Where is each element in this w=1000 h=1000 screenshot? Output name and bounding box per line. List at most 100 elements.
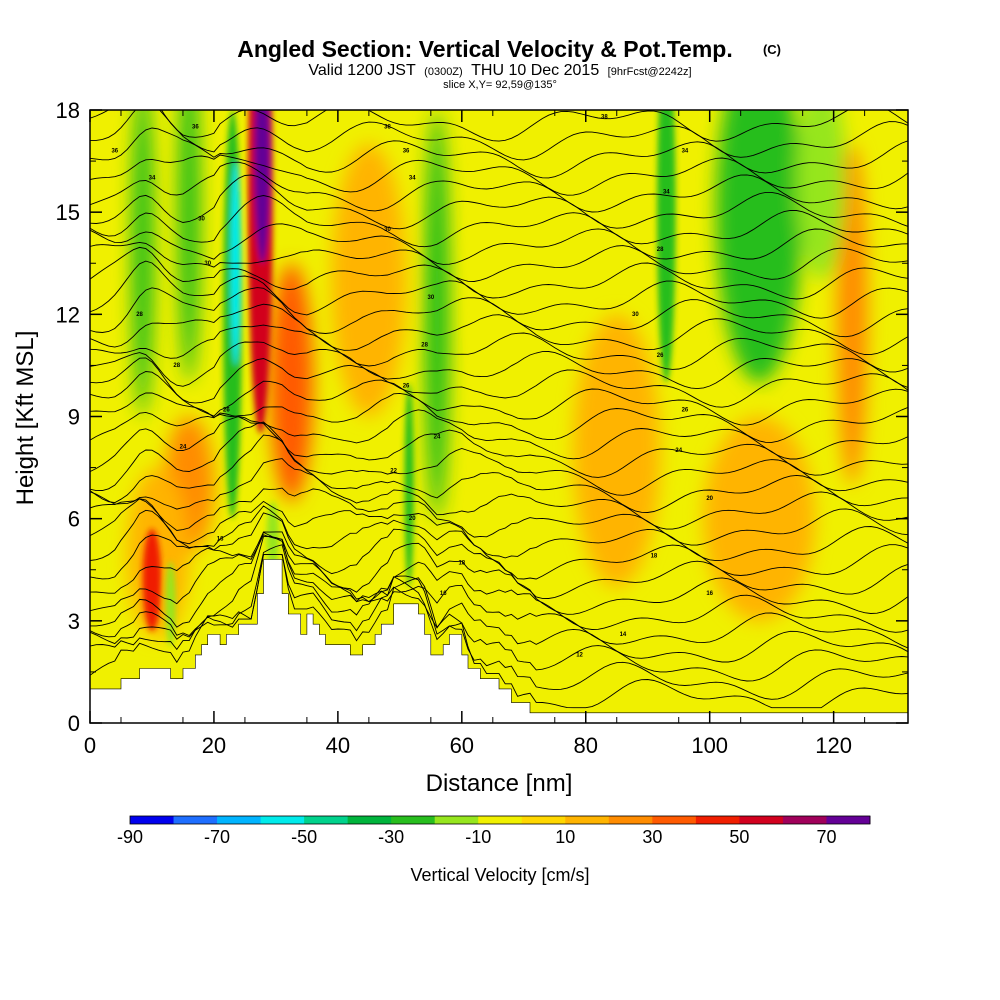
colorbar-title: Vertical Velocity [cm/s] bbox=[410, 865, 589, 885]
y-tick-label: 6 bbox=[68, 507, 80, 532]
contour-label: 12 bbox=[576, 652, 583, 658]
contour-label: 34 bbox=[663, 189, 670, 195]
theta-contour bbox=[90, 487, 908, 546]
contour-label: 30 bbox=[632, 312, 639, 318]
contour-labels: 36 38 38 36 36 34 34 34 34 30 30 30 28 30 28 30 28 28 26 26… bbox=[111, 114, 713, 658]
x-tick-label: 120 bbox=[815, 733, 852, 758]
contour-label: 20 bbox=[706, 496, 713, 502]
downdraft-core bbox=[424, 110, 450, 519]
contour-label: 18 bbox=[217, 537, 224, 543]
contour-label: 16 bbox=[440, 591, 447, 597]
theta-contour bbox=[90, 531, 908, 649]
colorbar-tick-label: 70 bbox=[816, 827, 836, 847]
colorbar-swatch bbox=[130, 816, 175, 824]
y-axis: 0 36 9 12 15 18 bbox=[56, 98, 908, 736]
subtitle-utc: (0300Z) bbox=[424, 66, 463, 78]
y-tick-label: 9 bbox=[68, 405, 80, 430]
theta-contour bbox=[90, 421, 908, 496]
colorbar: -90 -70 -50 -30 -10 10 30 50 70 bbox=[117, 815, 871, 847]
colorbar-swatch bbox=[695, 816, 740, 824]
contour-label: 14 bbox=[620, 632, 627, 638]
colorbar-swatch bbox=[652, 816, 697, 824]
theta-contour bbox=[90, 392, 908, 443]
colorbar-swatch bbox=[347, 816, 392, 824]
updraft-core bbox=[254, 110, 271, 264]
theta-contour bbox=[90, 357, 908, 408]
subtitle-valid: Valid 1200 JST bbox=[308, 62, 416, 79]
contour-label: 28 bbox=[657, 247, 664, 253]
chart-subtitle: Valid 1200 JST (0300Z) THU 10 Dec 2015 [… bbox=[308, 62, 691, 79]
theta-contours bbox=[90, 110, 908, 709]
contour-label: 28 bbox=[421, 343, 428, 349]
updraft-core bbox=[269, 263, 314, 502]
y-tick-label: 15 bbox=[56, 200, 80, 225]
contour-label: 30 bbox=[427, 295, 434, 301]
theta-contour bbox=[90, 223, 908, 265]
y-tick-label: 12 bbox=[56, 302, 80, 327]
x-tick-label: 20 bbox=[202, 733, 226, 758]
updraft-core bbox=[331, 144, 407, 417]
contour-label: 26 bbox=[223, 407, 230, 413]
colorbar-tick-label: -10 bbox=[465, 827, 491, 847]
x-axis-label: Distance [nm] bbox=[426, 770, 573, 797]
colorbar-tick-label: 30 bbox=[642, 827, 662, 847]
x-axis: 0 20 40 60 80 100 120 bbox=[84, 110, 866, 758]
contour-label: 28 bbox=[173, 363, 180, 369]
colorbar-swatch bbox=[478, 816, 523, 824]
theta-contour bbox=[90, 174, 908, 230]
x-tick-label: 100 bbox=[691, 733, 728, 758]
contour-label: 38 bbox=[384, 125, 391, 131]
contour-label: 36 bbox=[192, 125, 199, 131]
theta-contour bbox=[90, 434, 908, 513]
terrain bbox=[90, 559, 908, 723]
colorbar-swatch bbox=[173, 816, 218, 824]
updraft-core bbox=[836, 144, 868, 485]
colorbar-frame bbox=[129, 815, 871, 825]
downdraft-core bbox=[715, 110, 803, 383]
y-tick-label: 0 bbox=[68, 711, 80, 736]
subtitle-fcst: [9hrFcst@2242z] bbox=[608, 66, 692, 78]
contour-label: 20 bbox=[409, 516, 416, 522]
theta-contour bbox=[90, 241, 908, 282]
x-tick-label: 40 bbox=[326, 733, 350, 758]
contour-label: 30 bbox=[204, 261, 211, 267]
contour-label: 34 bbox=[682, 148, 689, 154]
theta-contour bbox=[90, 246, 908, 300]
x-tick-label: 60 bbox=[450, 733, 474, 758]
theta-contour bbox=[90, 110, 908, 142]
theta-contour bbox=[90, 324, 908, 373]
downdraft-core bbox=[266, 501, 280, 570]
colorbar-tick-label: -30 bbox=[378, 827, 404, 847]
plot-area: 36 38 38 36 36 34 34 34 34 30 30 30 28 30 28 30 28 28 26 26… bbox=[90, 110, 908, 723]
theta-contour bbox=[90, 544, 908, 682]
theta-contour bbox=[90, 505, 908, 580]
theta-contour bbox=[90, 409, 908, 460]
contour-label: 34 bbox=[409, 176, 416, 182]
theta-contour bbox=[90, 553, 908, 709]
subtitle-date: THU 10 Dec 2015 bbox=[471, 62, 599, 79]
contour-label: 18 bbox=[458, 561, 465, 567]
theta-contour bbox=[90, 536, 908, 663]
contour-label: 34 bbox=[149, 176, 156, 182]
updraft-core bbox=[703, 416, 816, 621]
theta-contour bbox=[90, 534, 908, 633]
theta-contour bbox=[90, 498, 908, 562]
colorbar-swatch bbox=[782, 816, 827, 824]
contour-label: 16 bbox=[706, 591, 713, 597]
contour-label: 36 bbox=[403, 148, 410, 154]
contour-label: 24 bbox=[180, 445, 187, 451]
x-tick-label: 80 bbox=[574, 733, 598, 758]
theta-contour bbox=[90, 303, 908, 356]
colorbar-swatch bbox=[304, 816, 349, 824]
colorbar-swatch bbox=[260, 816, 305, 824]
contour-label: 24 bbox=[675, 448, 682, 454]
downdraft-core bbox=[131, 110, 154, 417]
theta-contour bbox=[90, 458, 908, 530]
colorbar-swatch bbox=[608, 816, 653, 824]
colorbar-swatch bbox=[391, 816, 436, 824]
downdraft-core bbox=[483, 144, 515, 417]
updraft-core bbox=[573, 314, 661, 587]
y-tick-label: 18 bbox=[56, 98, 80, 123]
theta-contour bbox=[90, 127, 908, 179]
updraft-core bbox=[142, 528, 162, 632]
